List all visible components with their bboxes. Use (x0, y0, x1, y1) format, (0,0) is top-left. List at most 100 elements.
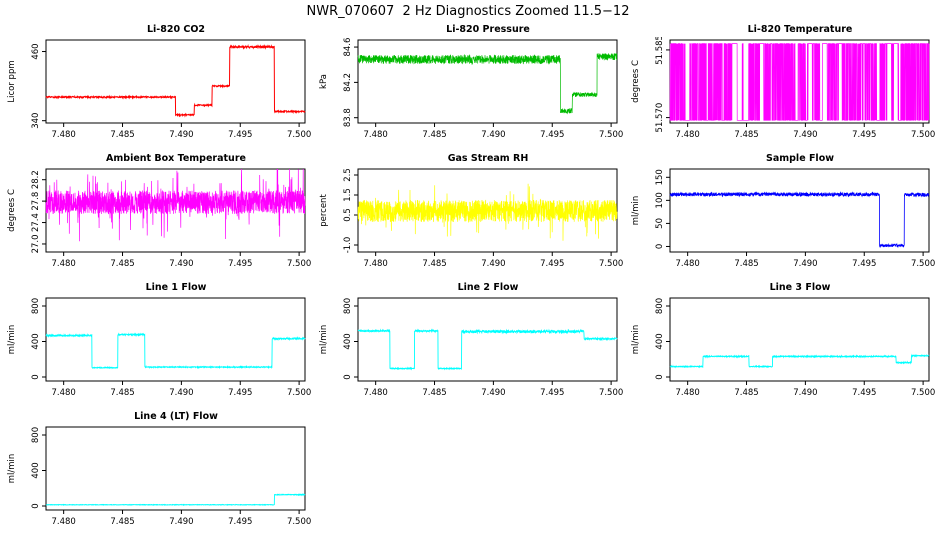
y-tick-label: 400 (655, 333, 665, 349)
chart-panel-li820-pressure: Li-820 Pressure 7.480 7.485 7.490 7.495 7.500… (312, 22, 624, 151)
x-tick-label: 7.480 (675, 388, 699, 398)
y-tick-label: 800 (655, 298, 665, 314)
x-tick-label: 7.480 (51, 259, 75, 269)
chart-line3-flow-canvas: 7.480 7.485 7.490 7.495 7.500 0 400 800 ml/min (631, 297, 935, 398)
x-tick-label: 7.495 (852, 388, 876, 398)
series-line (45, 493, 306, 507)
y-axis-title: Licor ppm (7, 60, 17, 102)
chart-line4-lt-flow-canvas: 7.480 7.485 7.490 7.495 7.500 0 400 800 ml/min (7, 426, 311, 527)
x-tick-label: 7.490 (169, 517, 193, 527)
y-axis-title: percent (319, 194, 329, 227)
series-line (357, 183, 618, 241)
x-tick-label: 7.490 (169, 259, 193, 269)
plot-border (45, 297, 306, 382)
y-tick-label: 2.5 (343, 168, 353, 182)
x-tick-label: 7.485 (110, 388, 134, 398)
x-tick-label: 7.480 (51, 517, 75, 527)
x-tick-label: 7.495 (852, 130, 876, 140)
y-tick-label: 0 (343, 374, 353, 379)
x-tick-label: 7.490 (793, 259, 817, 269)
y-tick-label: 28.2 (31, 170, 41, 189)
series-line (669, 191, 930, 249)
x-tick-label: 7.500 (287, 259, 311, 269)
y-tick-label: 150 (655, 169, 665, 185)
chart-panel-line4-lt-flow: Line 4 (LT) Flow 7.480 7.485 7.490 7.495 7.50… (0, 409, 312, 538)
chart-title: Line 2 Flow (457, 282, 519, 293)
y-tick-label: 27.8 (31, 192, 41, 211)
x-tick-label: 7.495 (228, 388, 252, 398)
series-line (357, 328, 618, 371)
y-tick-label: 51.570 (655, 103, 665, 133)
y-axis-title: kPa (319, 74, 329, 89)
x-tick-label: 7.500 (911, 130, 935, 140)
x-tick-label: 7.500 (287, 517, 311, 527)
x-tick-label: 7.500 (287, 130, 311, 140)
chart-panel-li820-co2: Li-820 CO2 7.480 7.485 7.490 7.495 7.500 340 46… (0, 22, 312, 151)
x-tick-label: 7.500 (599, 259, 623, 269)
chart-panel-gas-stream-rh: Gas Stream RH 7.480 7.485 7.490 7.495 7.500 -1… (312, 151, 624, 280)
chart-title: Line 1 Flow (145, 282, 207, 293)
x-tick-label: 7.480 (363, 388, 387, 398)
plot-border (45, 39, 306, 124)
y-tick-label: 51.585 (655, 37, 665, 65)
x-tick-label: 7.485 (110, 517, 134, 527)
x-tick-label: 7.480 (363, 259, 387, 269)
chart-title: Li-820 Temperature (747, 24, 853, 35)
y-tick-label: 27.0 (31, 234, 41, 253)
y-axis-title: ml/min (7, 325, 17, 355)
x-tick-label: 7.500 (599, 388, 623, 398)
page-title: NWR_070607 2 Hz Diagnostics Zoomed 11.5−… (306, 4, 630, 19)
x-tick-label: 7.495 (228, 517, 252, 527)
x-tick-label: 7.500 (287, 388, 311, 398)
x-tick-label: 7.500 (911, 259, 935, 269)
x-tick-label: 7.490 (169, 388, 193, 398)
y-axis-title: ml/min (631, 196, 641, 226)
y-tick-label: 0 (31, 374, 41, 379)
y-axis-title: ml/min (7, 454, 17, 484)
y-axis-title: degrees C (7, 189, 17, 232)
y-tick-label: 84.2 (343, 73, 353, 92)
x-tick-label: 7.485 (422, 388, 446, 398)
charts-grid: Li-820 CO2 7.480 7.485 7.490 7.495 7.500 340 46… (0, 22, 936, 538)
y-tick-label: 0 (655, 374, 665, 379)
chart-panel-line1-flow: Line 1 Flow 7.480 7.485 7.490 7.495 7.500 0 400… (0, 280, 312, 409)
plot-border (669, 168, 930, 253)
chart-panel-li820-temperature: Li-820 Temperature 7.480 7.485 7.490 7.495 7.… (624, 22, 936, 151)
x-tick-label: 7.485 (734, 259, 758, 269)
series-line (357, 53, 618, 115)
chart-li820-co2-canvas: 7.480 7.485 7.490 7.495 7.500 340 460 Licor ppm (7, 39, 311, 140)
x-tick-label: 7.485 (734, 130, 758, 140)
x-tick-label: 7.480 (675, 130, 699, 140)
chart-panel-ambient-box-temperature: Ambient Box Temperature 7.480 7.485 7.490 7.… (0, 151, 312, 280)
x-tick-label: 7.480 (51, 130, 75, 140)
chart-ambient-box-temperature-canvas: 7.480 7.485 7.490 7.495 7.500 27.0 27.4 27.8 28.… (7, 168, 311, 269)
x-tick-label: 7.485 (110, 259, 134, 269)
plot-border (669, 297, 930, 382)
x-tick-label: 7.490 (481, 388, 505, 398)
chart-panel-sample-flow: Sample Flow 7.480 7.485 7.490 7.495 7.500 0 50 1… (624, 151, 936, 280)
chart-li820-pressure-canvas: 7.480 7.485 7.490 7.495 7.500 83.8 84.2 84.6 kPa (319, 38, 623, 140)
y-tick-label: -1.0 (343, 237, 353, 254)
x-tick-label: 7.490 (481, 259, 505, 269)
y-tick-label: 0 (655, 244, 665, 249)
x-tick-label: 7.495 (540, 130, 564, 140)
x-tick-label: 7.490 (481, 130, 505, 140)
x-tick-label: 7.485 (422, 130, 446, 140)
y-tick-label: 460 (31, 43, 41, 59)
x-tick-label: 7.495 (540, 388, 564, 398)
chart-panel-line3-flow: Line 3 Flow 7.480 7.485 7.490 7.495 7.500 0 400… (624, 280, 936, 409)
y-tick-label: 400 (343, 333, 353, 349)
y-tick-label: 100 (655, 192, 665, 208)
x-tick-label: 7.495 (540, 259, 564, 269)
x-tick-label: 7.495 (228, 130, 252, 140)
chart-title: Li-820 CO2 (146, 24, 206, 35)
chart-gas-stream-rh-canvas: 7.480 7.485 7.490 7.495 7.500 -1.0 0.5 1.5 2.5 pe… (319, 168, 623, 269)
chart-line2-flow-canvas: 7.480 7.485 7.490 7.495 7.500 0 400 800 ml/min (319, 297, 623, 398)
x-tick-label: 7.485 (422, 259, 446, 269)
x-tick-label: 7.495 (228, 259, 252, 269)
y-tick-label: 27.4 (31, 213, 41, 232)
y-tick-label: 400 (31, 462, 41, 478)
y-tick-label: 84.6 (343, 38, 353, 57)
y-axis-title: ml/min (319, 325, 329, 355)
